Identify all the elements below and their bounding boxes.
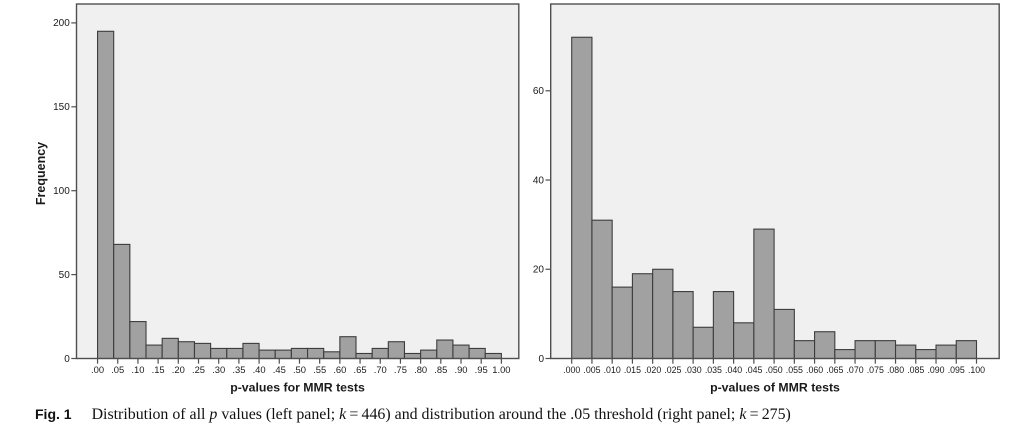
- svg-text:.85: .85: [434, 364, 447, 375]
- svg-text:.90: .90: [454, 364, 467, 375]
- svg-text:.95: .95: [475, 364, 488, 375]
- svg-text:200: 200: [53, 18, 70, 29]
- svg-text:.045: .045: [745, 365, 762, 375]
- svg-text:p-values of MMR tests: p-values of MMR tests: [710, 381, 840, 395]
- svg-text:1.00: 1.00: [492, 364, 510, 375]
- svg-text:.010: .010: [604, 365, 621, 375]
- svg-text:.70: .70: [374, 364, 387, 375]
- svg-text:.15: .15: [152, 364, 165, 375]
- svg-text:.085: .085: [907, 365, 924, 375]
- svg-text:.00: .00: [91, 364, 104, 375]
- svg-text:150: 150: [53, 102, 70, 113]
- svg-text:.040: .040: [725, 365, 742, 375]
- svg-text:p-values for MMR tests: p-values for MMR tests: [230, 381, 365, 395]
- svg-text:.035: .035: [705, 365, 722, 375]
- svg-text:50: 50: [59, 270, 71, 281]
- svg-text:.75: .75: [394, 364, 407, 375]
- svg-text:.10: .10: [131, 364, 144, 375]
- svg-text:40: 40: [533, 175, 545, 186]
- svg-text:.05: .05: [111, 364, 124, 375]
- svg-text:.100: .100: [968, 365, 985, 375]
- svg-text:.25: .25: [192, 364, 205, 375]
- svg-text:60: 60: [533, 86, 545, 97]
- svg-text:.60: .60: [333, 364, 346, 375]
- svg-text:.40: .40: [253, 364, 266, 375]
- svg-text:.075: .075: [867, 365, 884, 375]
- svg-text:.80: .80: [414, 364, 427, 375]
- svg-text:.050: .050: [766, 365, 783, 375]
- svg-text:.65: .65: [354, 364, 367, 375]
- svg-text:.070: .070: [846, 365, 863, 375]
- svg-text:.055: .055: [786, 365, 803, 375]
- svg-text:.35: .35: [232, 364, 245, 375]
- svg-text:.060: .060: [806, 365, 823, 375]
- svg-text:.50: .50: [293, 364, 306, 375]
- svg-text:.45: .45: [273, 364, 286, 375]
- svg-text:20: 20: [533, 265, 545, 276]
- svg-text:.030: .030: [685, 365, 702, 375]
- svg-text:0: 0: [64, 354, 70, 365]
- svg-text:.000: .000: [563, 365, 580, 375]
- svg-text:.025: .025: [664, 365, 681, 375]
- svg-text:.095: .095: [948, 365, 965, 375]
- svg-text:0: 0: [538, 354, 544, 365]
- svg-text:.015: .015: [624, 365, 641, 375]
- svg-text:.080: .080: [887, 365, 904, 375]
- svg-text:.090: .090: [927, 365, 944, 375]
- svg-text:.20: .20: [172, 364, 185, 375]
- svg-text:.55: .55: [313, 364, 326, 375]
- svg-text:.005: .005: [583, 365, 600, 375]
- svg-text:.065: .065: [826, 365, 843, 375]
- svg-text:100: 100: [53, 186, 70, 197]
- svg-text:.020: .020: [644, 365, 661, 375]
- svg-text:Frequency: Frequency: [34, 142, 48, 205]
- svg-text:.30: .30: [212, 364, 225, 375]
